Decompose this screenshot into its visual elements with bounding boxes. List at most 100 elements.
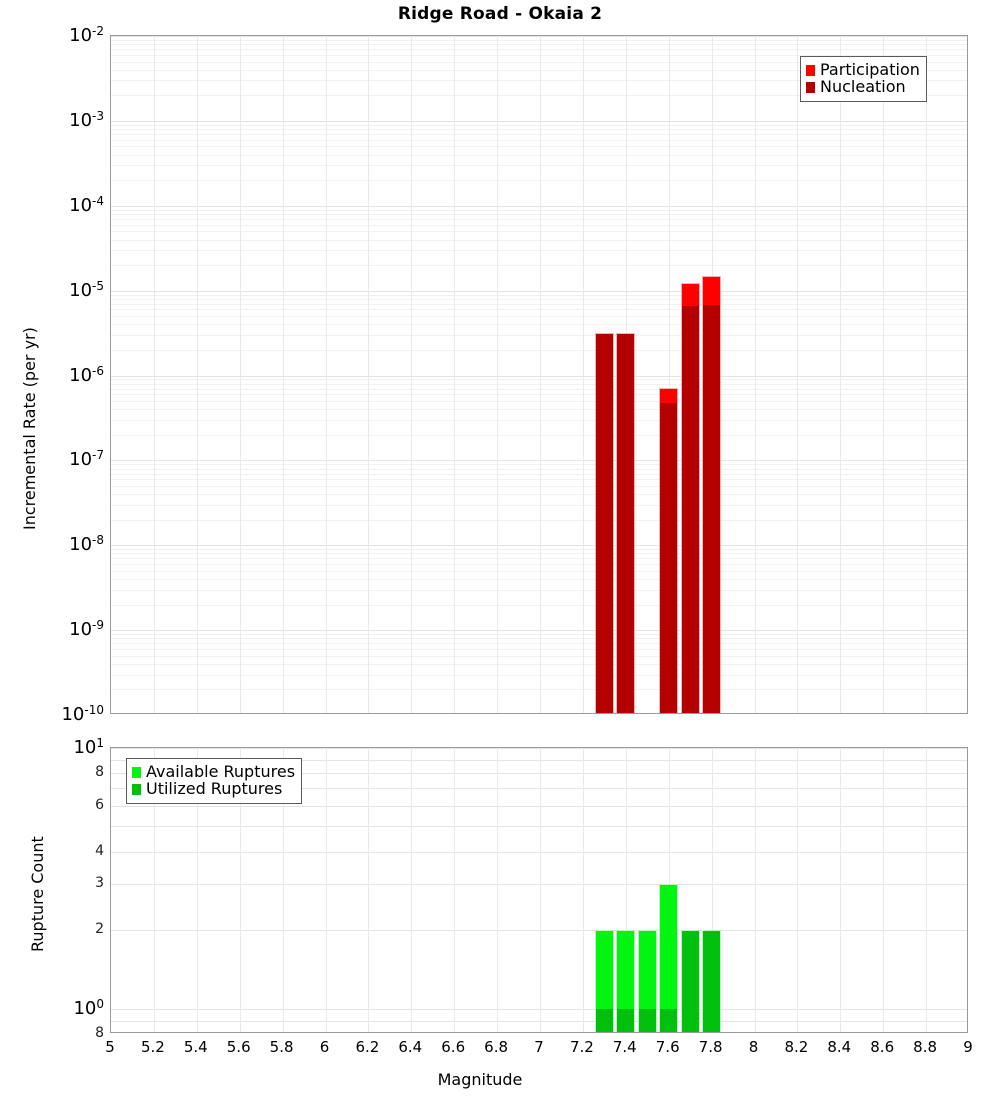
gridline-vertical	[325, 36, 327, 713]
bar-group	[659, 884, 679, 1032]
page-title: Ridge Road - Okaia 2	[397, 4, 603, 24]
gridline-vertical	[153, 748, 155, 1032]
legend-item[interactable]: Available Ruptures	[132, 764, 295, 780]
x-tick-label: 5	[105, 1038, 115, 1056]
bar-available-ruptures	[659, 884, 679, 1032]
gridline-horizontal	[111, 773, 967, 775]
bar-utilized-ruptures	[637, 1008, 657, 1032]
gridline-horizontal-minor	[111, 349, 967, 351]
gridline-vertical	[368, 748, 370, 1032]
y-tick-label: 4	[95, 842, 104, 859]
x-tick-label: 5.4	[183, 1038, 208, 1056]
x-tick-label: 8.6	[870, 1038, 895, 1056]
gridline-horizontal-minor	[111, 419, 967, 421]
x-tick-label: 6	[319, 1038, 330, 1056]
x-tick-label: 6.2	[355, 1038, 380, 1056]
gridline-horizontal-minor	[111, 309, 967, 311]
incremental-rate-plot	[110, 35, 968, 714]
gridline-horizontal-minor	[111, 165, 967, 167]
legend-item[interactable]: Participation	[806, 62, 920, 78]
legend-label: Available Ruptures	[146, 762, 296, 781]
gridline-horizontal-minor	[111, 634, 967, 635]
gridline-horizontal-minor	[111, 124, 967, 126]
gridline-vertical	[754, 36, 756, 713]
gridline-horizontal-minor	[111, 383, 967, 385]
gridline-vertical	[668, 36, 670, 713]
gridline-horizontal-minor	[111, 324, 967, 326]
bar-utilized-ruptures	[680, 930, 700, 1032]
bar-group	[702, 930, 722, 1032]
bar-nucleation	[680, 305, 700, 713]
gridline-horizontal-minor	[111, 129, 967, 131]
y-tick-label: 10-6	[69, 363, 104, 386]
bar-group	[680, 930, 700, 1032]
gridline-vertical	[497, 748, 499, 1032]
gridline-vertical	[411, 748, 413, 1032]
legend-label: Participation	[820, 60, 920, 79]
bottom-plot-y-axis-label: Rupture Count	[28, 836, 47, 952]
gridline-horizontal-minor	[111, 49, 967, 51]
gridline-horizontal	[111, 851, 967, 853]
gridline-horizontal-minor	[111, 464, 967, 466]
gridline-horizontal	[111, 545, 967, 547]
gridline-horizontal-minor	[111, 39, 967, 41]
gridline-horizontal-minor	[111, 485, 967, 487]
gridline-horizontal-minor	[111, 638, 967, 640]
bar-available-ruptures	[637, 930, 657, 1032]
gridline-horizontal-minor	[111, 564, 967, 566]
gridline-vertical	[926, 36, 928, 713]
gridline-vertical	[497, 36, 499, 713]
gridline-horizontal-minor	[111, 434, 967, 436]
gridline-horizontal-minor	[111, 139, 967, 141]
gridline-horizontal-minor	[111, 558, 967, 560]
gridline-vertical	[540, 748, 541, 1032]
gridline-horizontal	[111, 630, 967, 632]
legend-swatch-icon	[806, 64, 815, 76]
bottom-plot-legend: Available Ruptures Utilized Ruptures	[126, 758, 303, 804]
bar-group	[659, 388, 679, 713]
gridline-horizontal	[111, 788, 967, 790]
gridline-vertical	[239, 36, 241, 713]
gridline-horizontal-minor	[111, 494, 967, 496]
gridline-vertical	[325, 748, 327, 1032]
legend-item[interactable]: Utilized Ruptures	[132, 781, 295, 797]
bar-group	[702, 275, 722, 713]
y-tick-label: 10-3	[69, 108, 104, 132]
x-tick-label: 8.8	[913, 1038, 938, 1056]
gridline-horizontal-minor	[111, 44, 967, 46]
y-tick-label: 8	[95, 764, 104, 781]
y-tick-label: 10-7	[69, 448, 104, 471]
gridline-horizontal-minor	[111, 54, 967, 56]
gridline-horizontal	[111, 759, 967, 761]
y-tick-label: 10-8	[69, 533, 104, 556]
gridline-horizontal-minor	[111, 303, 967, 305]
gridline-horizontal-minor	[111, 298, 967, 300]
gridline-horizontal-minor	[111, 218, 967, 220]
gridline-horizontal-minor	[111, 154, 967, 156]
x-tick-label: 7	[534, 1038, 544, 1056]
gridline-horizontal-minor	[111, 468, 967, 470]
gridline-horizontal	[111, 36, 967, 37]
y-tick-label: 10-2	[69, 23, 104, 47]
bar-group	[680, 282, 700, 713]
legend-swatch-icon	[806, 81, 815, 93]
gridline-horizontal-minor	[111, 643, 967, 645]
gridline-horizontal-minor	[111, 69, 967, 71]
gridline-vertical	[196, 36, 198, 713]
gridline-horizontal-minor	[111, 224, 967, 226]
bar-utilized-ruptures	[594, 1008, 614, 1032]
legend-item[interactable]: Nucleation	[806, 79, 920, 95]
gridline-horizontal-minor	[111, 655, 967, 657]
bar-group	[594, 332, 614, 713]
x-tick-label: 8	[748, 1038, 759, 1056]
gridline-horizontal	[111, 460, 967, 462]
gridline-horizontal	[111, 290, 967, 292]
gridline-horizontal-minor	[111, 394, 967, 396]
gridline-horizontal-minor	[111, 479, 967, 481]
gridline-vertical	[411, 36, 413, 713]
gridline-horizontal-minor	[111, 473, 967, 475]
gridline-vertical	[582, 748, 584, 1032]
gridline-horizontal-minor	[111, 61, 967, 63]
legend-label: Utilized Ruptures	[146, 779, 283, 798]
gridline-vertical	[883, 748, 885, 1032]
